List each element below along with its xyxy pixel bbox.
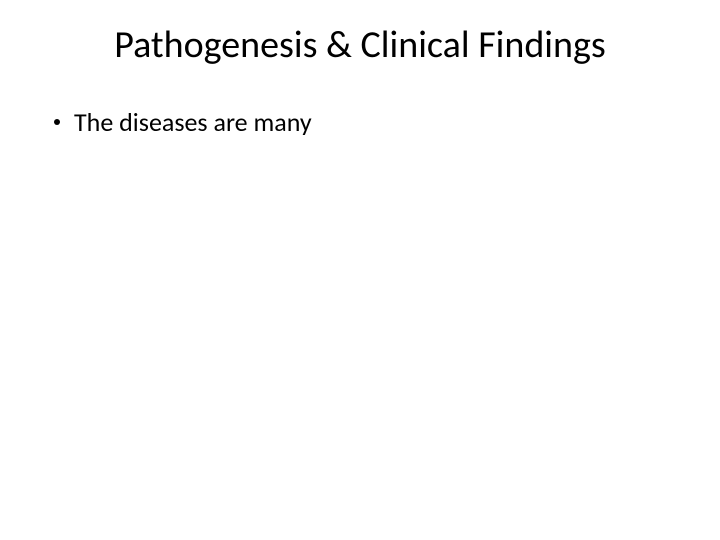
bullet-list: The diseases are many — [54, 106, 312, 138]
bullet-dot-icon — [54, 119, 60, 125]
bullet-text: The diseases are many — [74, 106, 312, 138]
bullet-item: The diseases are many — [54, 106, 312, 138]
slide-title: Pathogenesis & Clinical Findings — [0, 22, 720, 68]
